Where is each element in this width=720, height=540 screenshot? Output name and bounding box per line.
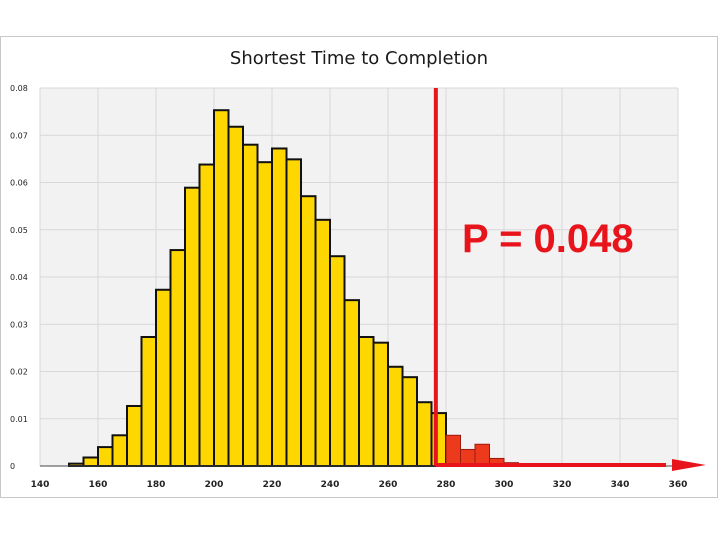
y-tick-label: 0.03 — [10, 320, 28, 329]
tail-arrow-head — [672, 459, 706, 471]
y-tick-label: 0.04 — [10, 273, 28, 282]
histogram-bar — [82, 456, 99, 467]
histogram-bar — [300, 195, 317, 467]
histogram-bar — [285, 158, 302, 467]
histogram-bar — [198, 163, 215, 467]
y-tick-label: 0.02 — [10, 368, 28, 377]
histogram-bar — [155, 288, 172, 467]
histogram-bar — [430, 412, 447, 467]
y-tick-label: 0.08 — [10, 84, 28, 93]
y-tick-label: 0 — [10, 462, 15, 471]
histogram-bar — [111, 434, 128, 468]
histogram-bar — [416, 401, 433, 467]
histogram-bar — [97, 446, 114, 468]
probability-annotation: P = 0.048 — [462, 217, 634, 261]
x-tick-label: 340 — [611, 480, 630, 490]
y-tick-label: 0.05 — [10, 226, 28, 235]
chart-title: Shortest Time to Completion — [230, 48, 488, 69]
x-tick-label: 280 — [437, 480, 456, 490]
histogram-bar — [343, 299, 360, 467]
tail-bar — [445, 434, 461, 467]
histogram-bar — [227, 125, 244, 468]
histogram-bar — [401, 376, 418, 468]
histogram-bar — [387, 365, 404, 467]
histogram-bar — [314, 218, 331, 467]
x-tick-label: 360 — [669, 480, 688, 490]
x-tick-label: 260 — [379, 480, 398, 490]
histogram-bar — [242, 143, 259, 467]
histogram-bar — [184, 186, 201, 467]
histogram-bar — [329, 255, 346, 467]
histogram-bar — [256, 161, 273, 467]
x-tick-label: 140 — [31, 480, 50, 490]
x-tick-label: 320 — [553, 480, 572, 490]
y-tick-label: 0.06 — [10, 179, 28, 188]
tail-bar — [474, 443, 490, 467]
x-tick-label: 180 — [147, 480, 166, 490]
histogram-bar — [271, 147, 288, 467]
histogram-bar — [213, 109, 230, 468]
x-tick-label: 160 — [89, 480, 108, 490]
y-tick-label: 0.07 — [10, 131, 28, 140]
x-tick-label: 240 — [321, 480, 340, 490]
histogram-bar — [358, 336, 375, 467]
histogram-bar — [140, 336, 157, 467]
histogram-bar — [169, 249, 186, 467]
x-tick-label: 220 — [263, 480, 282, 490]
x-tick-label: 300 — [495, 480, 514, 490]
y-tick-label: 0.01 — [10, 415, 28, 424]
x-tick-label: 200 — [205, 480, 224, 490]
histogram-bar — [126, 404, 143, 467]
histogram-bar — [372, 341, 389, 467]
